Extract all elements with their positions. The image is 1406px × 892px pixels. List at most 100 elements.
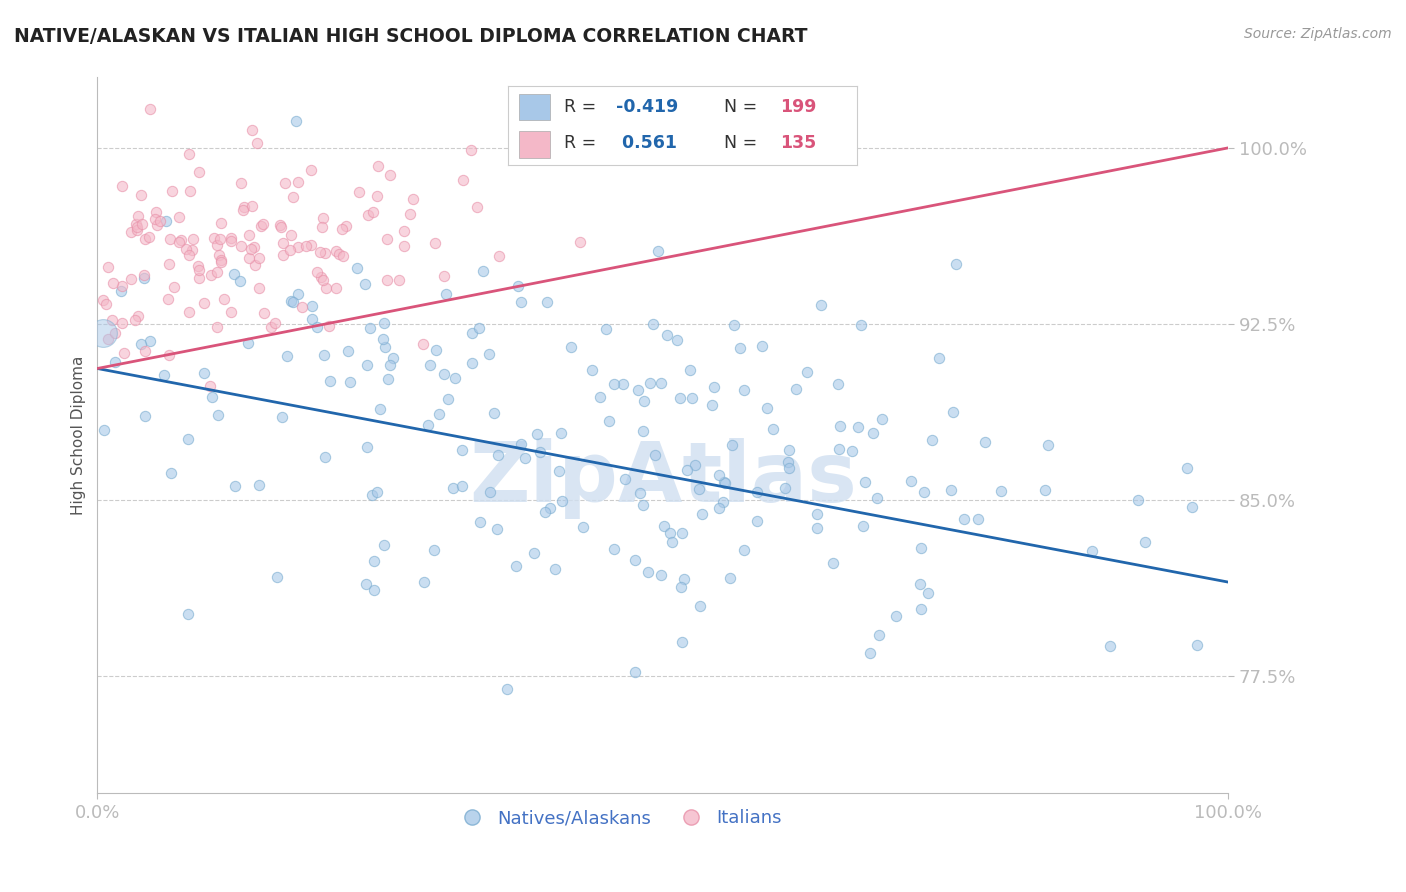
- Point: [132, 268, 155, 282]
- Point: [319, 374, 342, 388]
- Point: [287, 286, 309, 301]
- Point: [509, 294, 531, 309]
- Point: [443, 371, 465, 385]
- Point: [647, 244, 669, 259]
- Point: [846, 420, 869, 434]
- Point: [506, 279, 529, 293]
- Point: [318, 318, 340, 333]
- Point: [423, 235, 446, 250]
- Point: [486, 448, 509, 462]
- Point: [224, 479, 246, 493]
- Point: [423, 542, 446, 557]
- Point: [263, 316, 285, 330]
- Point: [281, 190, 304, 204]
- Point: [314, 450, 336, 464]
- Point: [104, 355, 127, 369]
- Point: [377, 371, 399, 385]
- Point: [441, 482, 464, 496]
- Point: [513, 451, 536, 466]
- Point: [366, 485, 388, 500]
- Point: [603, 542, 626, 557]
- Point: [170, 233, 193, 247]
- Point: [569, 235, 592, 249]
- Point: [159, 466, 181, 480]
- Point: [281, 295, 304, 310]
- Point: [548, 464, 571, 478]
- Point: [671, 635, 693, 649]
- Point: [806, 520, 828, 534]
- Point: [201, 390, 224, 404]
- Point: [202, 230, 225, 244]
- Point: [169, 235, 191, 249]
- Point: [702, 380, 724, 394]
- Point: [127, 223, 149, 237]
- Text: N =: N =: [724, 135, 763, 153]
- Point: [112, 346, 135, 360]
- Point: [375, 232, 398, 246]
- Point: [127, 310, 149, 324]
- Point: [865, 491, 887, 505]
- Point: [125, 219, 148, 234]
- Point: [187, 165, 209, 179]
- Point: [450, 443, 472, 458]
- Point: [127, 209, 149, 223]
- Point: [374, 340, 396, 354]
- Point: [157, 348, 180, 362]
- Point: [425, 343, 447, 358]
- Point: [870, 412, 893, 426]
- Point: [747, 485, 769, 500]
- Point: [101, 276, 124, 290]
- Point: [841, 443, 863, 458]
- Point: [451, 173, 474, 187]
- Point: [187, 262, 209, 277]
- Point: [110, 285, 132, 299]
- Point: [373, 316, 395, 330]
- Point: [97, 260, 120, 274]
- Point: [778, 460, 800, 475]
- Point: [328, 247, 350, 261]
- Point: [357, 208, 380, 222]
- Point: [718, 571, 741, 585]
- Point: [224, 267, 246, 281]
- Point: [551, 494, 574, 508]
- Point: [1098, 639, 1121, 653]
- Point: [939, 483, 962, 497]
- Point: [671, 525, 693, 540]
- Point: [852, 518, 875, 533]
- Point: [332, 249, 354, 263]
- Point: [239, 242, 262, 256]
- Point: [884, 609, 907, 624]
- Point: [917, 585, 939, 599]
- Point: [550, 426, 572, 441]
- Point: [688, 482, 710, 496]
- Point: [207, 319, 229, 334]
- Point: [672, 572, 695, 586]
- Point: [209, 232, 232, 246]
- Point: [419, 359, 441, 373]
- Point: [910, 541, 932, 555]
- Point: [205, 237, 228, 252]
- Point: [479, 485, 502, 500]
- Point: [146, 219, 169, 233]
- Point: [683, 458, 706, 473]
- Point: [280, 227, 302, 242]
- Point: [177, 607, 200, 622]
- Point: [176, 242, 198, 256]
- Point: [207, 408, 229, 422]
- Point: [461, 356, 484, 370]
- Point: [868, 628, 890, 642]
- Point: [392, 239, 415, 253]
- Point: [762, 422, 785, 436]
- Point: [249, 280, 271, 294]
- Point: [284, 114, 307, 128]
- Point: [200, 268, 222, 282]
- Point: [974, 435, 997, 450]
- Point: [363, 205, 385, 219]
- Point: [380, 359, 402, 373]
- Point: [380, 168, 402, 182]
- Point: [785, 382, 807, 396]
- Point: [928, 351, 950, 365]
- Point: [159, 232, 181, 246]
- Text: 135: 135: [780, 135, 817, 153]
- Point: [755, 401, 778, 415]
